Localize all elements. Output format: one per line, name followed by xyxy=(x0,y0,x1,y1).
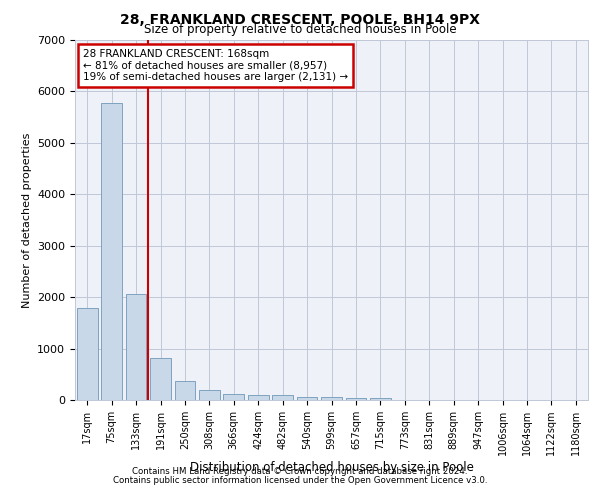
Text: Contains HM Land Registry data © Crown copyright and database right 2024.: Contains HM Land Registry data © Crown c… xyxy=(132,467,468,476)
Y-axis label: Number of detached properties: Number of detached properties xyxy=(22,132,32,308)
Bar xyxy=(370,398,391,400)
Bar xyxy=(346,398,367,400)
Bar xyxy=(125,294,146,400)
Text: 28, FRANKLAND CRESCENT, POOLE, BH14 9PX: 28, FRANKLAND CRESCENT, POOLE, BH14 9PX xyxy=(120,12,480,26)
Text: 28 FRANKLAND CRESCENT: 168sqm
← 81% of detached houses are smaller (8,957)
19% o: 28 FRANKLAND CRESCENT: 168sqm ← 81% of d… xyxy=(83,49,348,82)
Bar xyxy=(272,395,293,400)
Bar xyxy=(248,395,269,400)
Text: Contains public sector information licensed under the Open Government Licence v3: Contains public sector information licen… xyxy=(113,476,487,485)
Bar xyxy=(199,390,220,400)
Bar xyxy=(101,102,122,400)
Bar xyxy=(321,398,342,400)
Bar xyxy=(296,397,317,400)
X-axis label: Distribution of detached houses by size in Poole: Distribution of detached houses by size … xyxy=(190,461,473,474)
Text: Size of property relative to detached houses in Poole: Size of property relative to detached ho… xyxy=(143,22,457,36)
Bar xyxy=(223,394,244,400)
Bar xyxy=(77,308,98,400)
Bar xyxy=(175,382,196,400)
Bar xyxy=(150,358,171,400)
